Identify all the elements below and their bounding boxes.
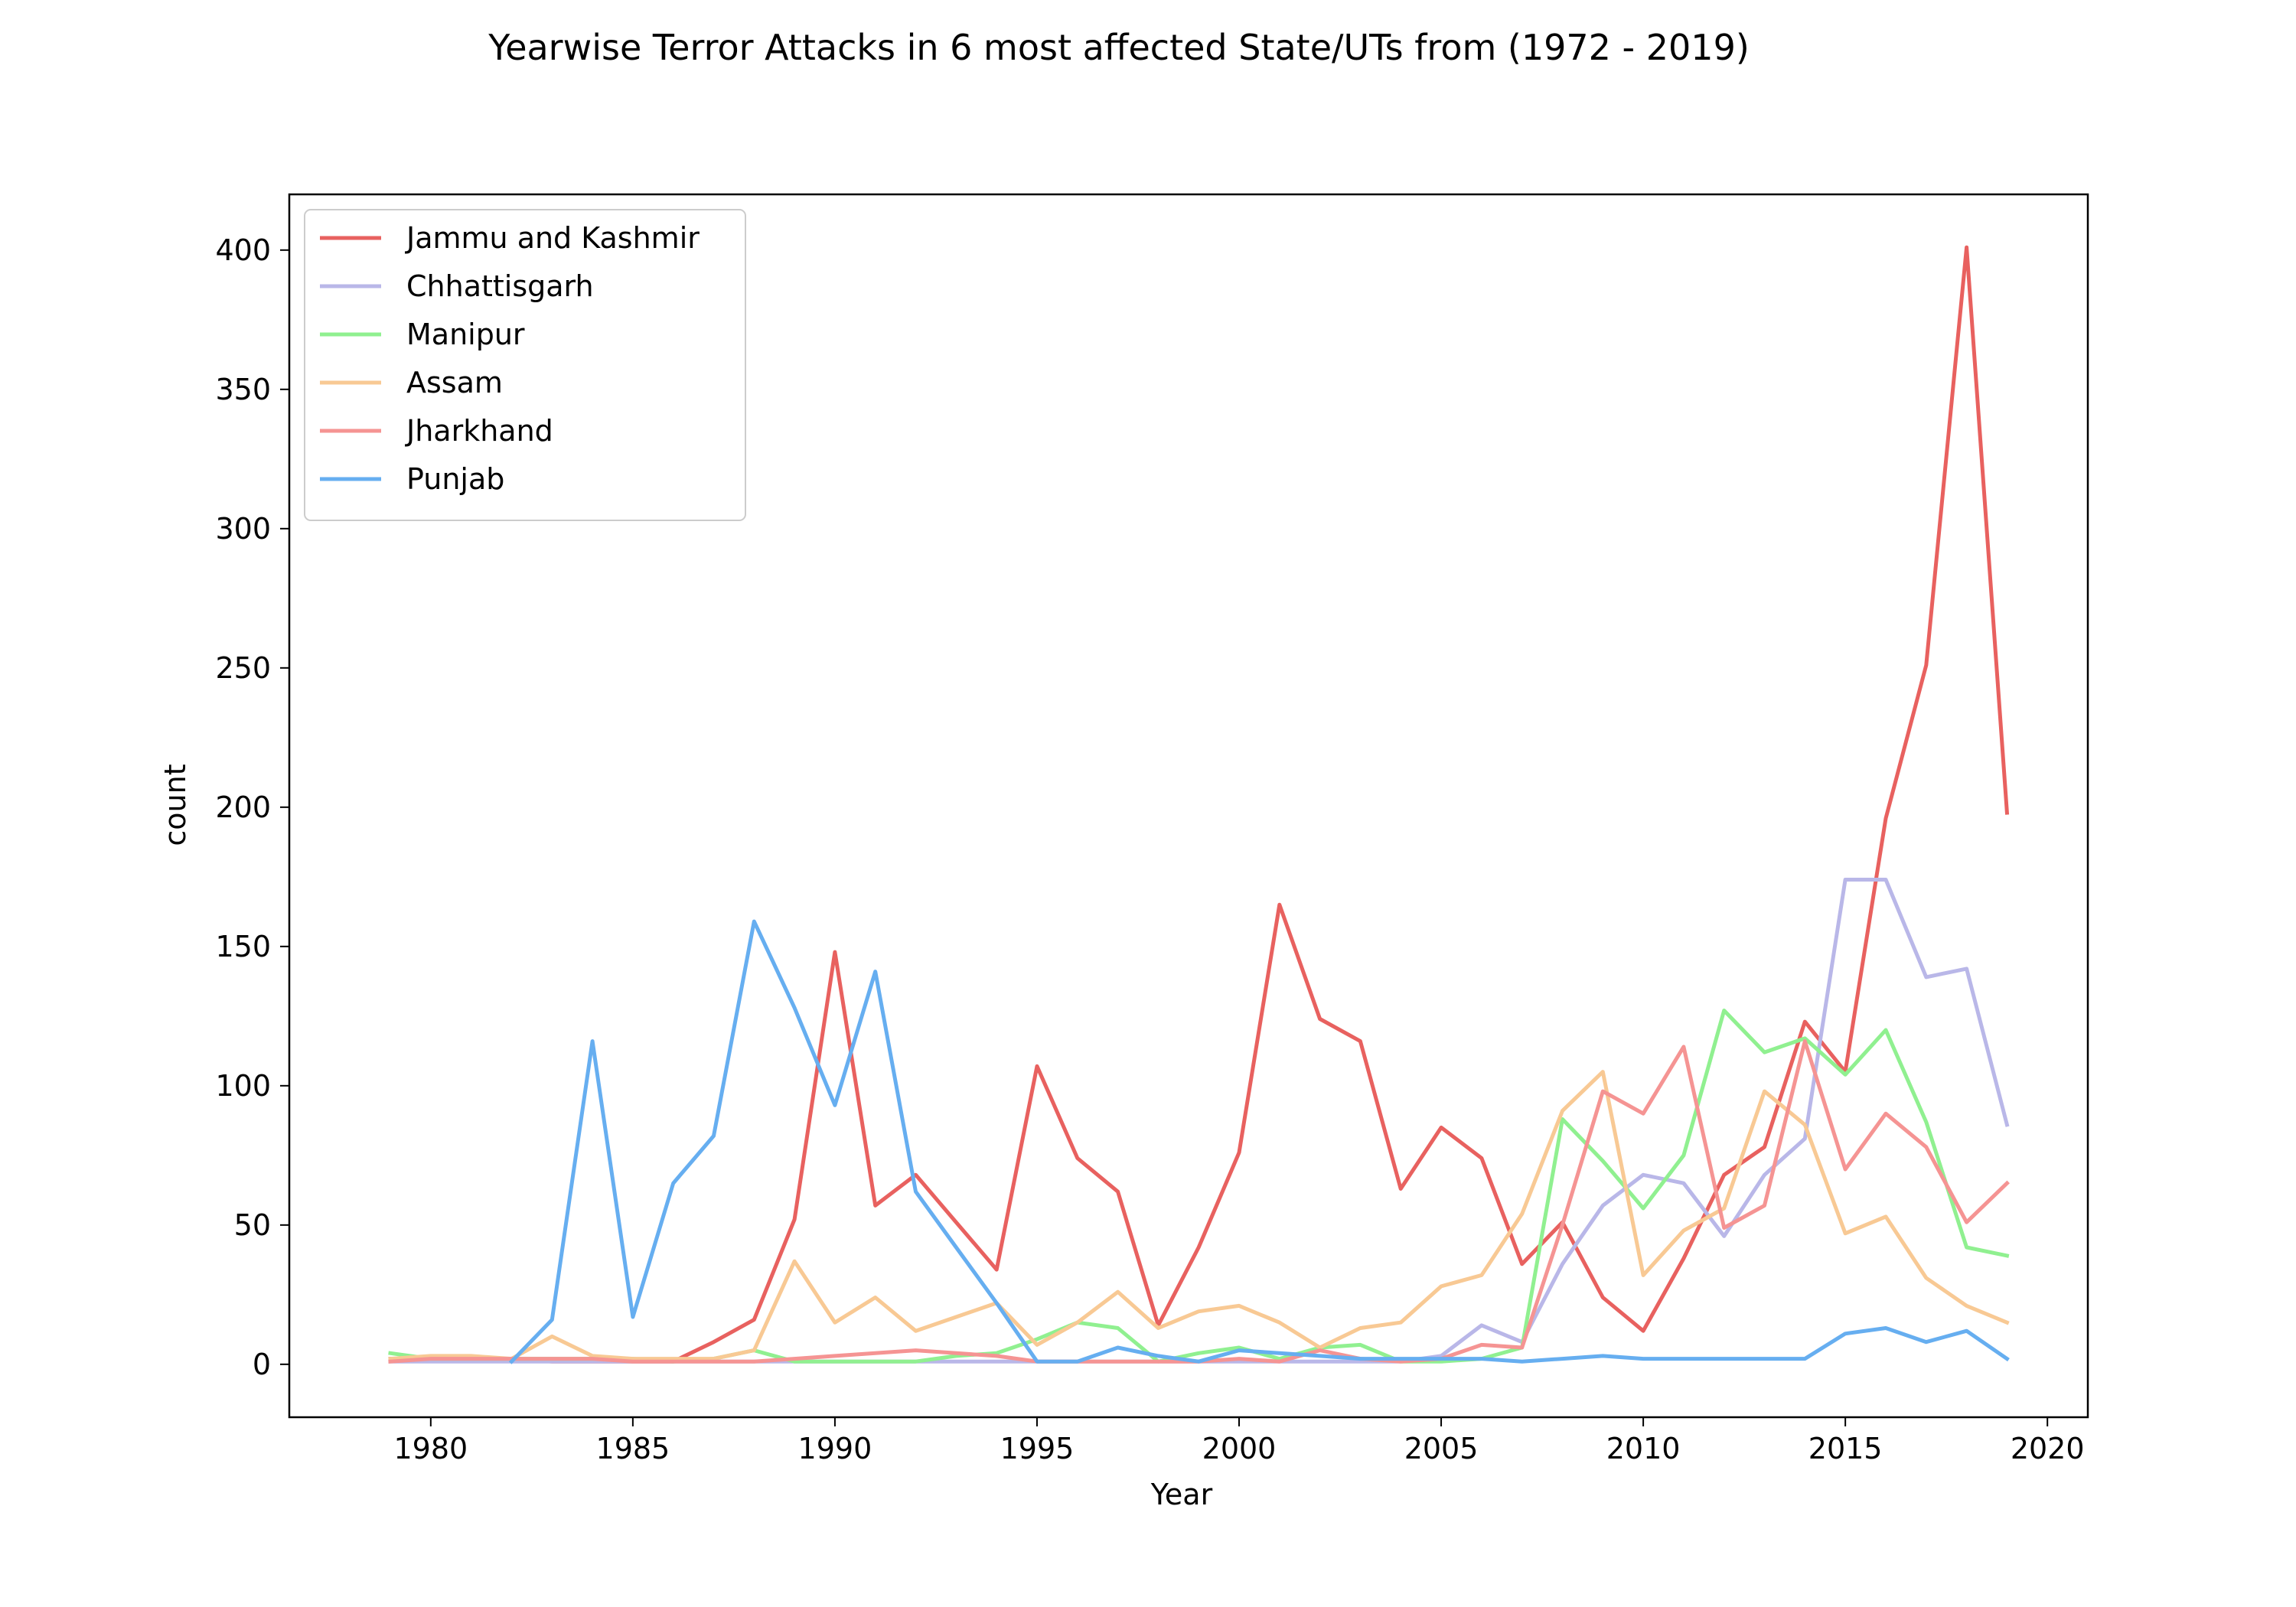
y-axis-label: count [158, 764, 192, 846]
y-tick-label: 150 [215, 930, 271, 963]
x-tick-label: 2020 [2011, 1432, 2085, 1465]
y-tick-label: 250 [215, 651, 271, 685]
y-tick-label: 300 [215, 512, 271, 546]
y-tick-label: 400 [215, 233, 271, 267]
x-axis-label: Year [1150, 1478, 1213, 1511]
y-axis: 0 50 100 150 200 250 300 350 400 [215, 233, 289, 1381]
plot-area [388, 245, 2010, 1364]
series-line-punjab [508, 919, 2010, 1364]
y-tick-label: 200 [215, 790, 271, 824]
x-tick-label: 2000 [1202, 1432, 1277, 1465]
legend-label-jammu-and-kashmir: Jammu and Kashmir [405, 221, 700, 255]
x-tick-label: 1995 [1000, 1432, 1075, 1465]
y-tick-label: 100 [215, 1069, 271, 1103]
x-tick-label: 2005 [1404, 1432, 1479, 1465]
legend-label-chhattisgarh: Chhattisgarh [406, 269, 594, 303]
legend-label-assam: Assam [406, 366, 503, 399]
legend-label-punjab: Punjab [406, 462, 504, 496]
x-tick-label: 1990 [798, 1432, 872, 1465]
x-tick-label: 2010 [1606, 1432, 1681, 1465]
x-tick-label: 1980 [393, 1432, 468, 1465]
plot-frame [288, 193, 2089, 1419]
chart-title: Yearwise Terror Attacks in 6 most affect… [488, 27, 1750, 68]
y-tick-label: 350 [215, 373, 271, 406]
legend-label-manipur: Manipur [406, 318, 525, 351]
x-tick-label: 2015 [1808, 1432, 1883, 1465]
x-tick-label: 1985 [596, 1432, 670, 1465]
legend: Jammu and Kashmir Chhattisgarh Manipur Assa… [304, 209, 746, 521]
legend-label-jharkhand: Jharkhand [405, 414, 553, 448]
legend-box [304, 209, 746, 521]
y-tick-label: 0 [253, 1348, 271, 1381]
series-line-assam [388, 1070, 2010, 1361]
y-tick-label: 50 [234, 1208, 271, 1242]
x-axis: 1980 1985 1990 1995 2000 2005 2010 2015 2020 [393, 1417, 2085, 1465]
